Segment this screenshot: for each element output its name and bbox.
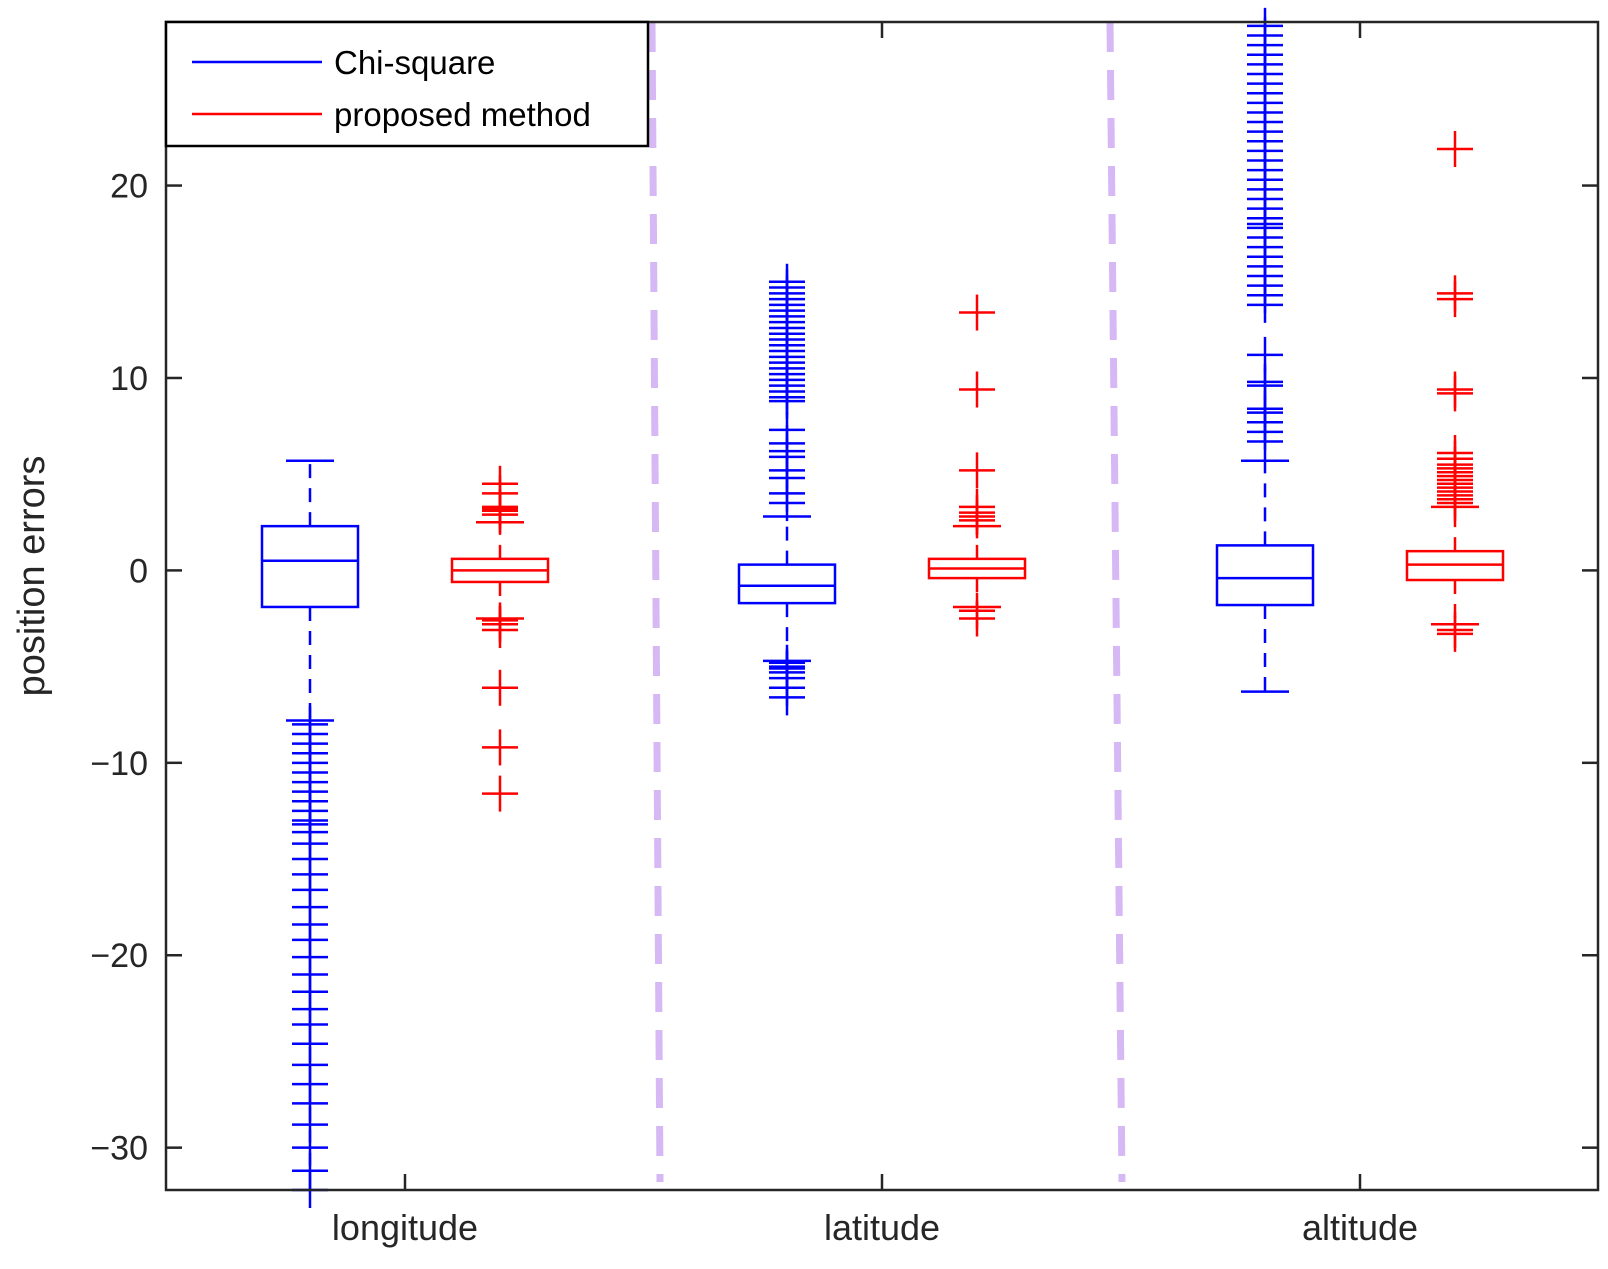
outlier-marker (1247, 7, 1283, 44)
legend: Chi-square proposed method (164, 20, 650, 148)
outlier-marker (769, 263, 805, 300)
y-tick-label: −10 (90, 745, 148, 783)
outlier-marker (1247, 336, 1283, 373)
outlier-marker (959, 452, 995, 489)
legend-label-1: proposed method (334, 96, 591, 133)
box-chi-square-latitude (737, 263, 837, 716)
outlier-marker (959, 371, 995, 408)
x-tick-label-altitude: altitude (1302, 1207, 1418, 1248)
iqr-box (260, 524, 360, 609)
iqr-box (737, 563, 837, 605)
x-tick-label-longitude: longitude (332, 1207, 478, 1248)
outlier-marker (1437, 615, 1473, 652)
group-separator-1 (648, 21, 664, 1183)
outlier-marker (482, 775, 518, 812)
legend-box (164, 20, 650, 148)
axes-layer (164, 20, 1600, 1192)
y-tick-label: 20 (110, 168, 148, 206)
legend-label-0: Chi-square (334, 44, 495, 81)
outlier-marker (959, 294, 995, 331)
boxes-layer (260, 7, 1505, 1208)
box-proposed-method-longitude (450, 465, 550, 812)
y-tick-label: 0 (129, 552, 148, 590)
box-chi-square-altitude (1215, 7, 1315, 693)
box-proposed-method-latitude (927, 294, 1027, 637)
x-tick-label-latitude: latitude (824, 1207, 940, 1248)
ticks-layer: −30 −20 −10 0 10 20 longitude latitude altitude (90, 22, 1598, 1248)
outlier-marker (769, 679, 805, 716)
iqr-box (1215, 544, 1315, 607)
box-chi-square-longitude (260, 459, 360, 1208)
y-tick-label: −30 (90, 1130, 148, 1168)
outlier-marker (1437, 371, 1473, 408)
separators-layer (648, 21, 1126, 1183)
outlier-marker (959, 488, 995, 525)
group-separator-2 (1106, 21, 1126, 1183)
outlier-marker (959, 600, 995, 637)
outlier-marker (482, 729, 518, 766)
outlier-marker (1437, 275, 1473, 312)
outlier-marker (482, 465, 518, 502)
y-tick-label: 10 (110, 360, 148, 398)
y-axis-label: position errors (11, 456, 53, 697)
outlier-marker (1437, 130, 1473, 167)
box-proposed-method-altitude (1405, 130, 1505, 652)
outlier-marker (1437, 435, 1473, 472)
y-tick-label: −20 (90, 937, 148, 975)
outlier-marker (482, 669, 518, 706)
plot-frame (164, 20, 1600, 1192)
outlier-marker (482, 612, 518, 649)
